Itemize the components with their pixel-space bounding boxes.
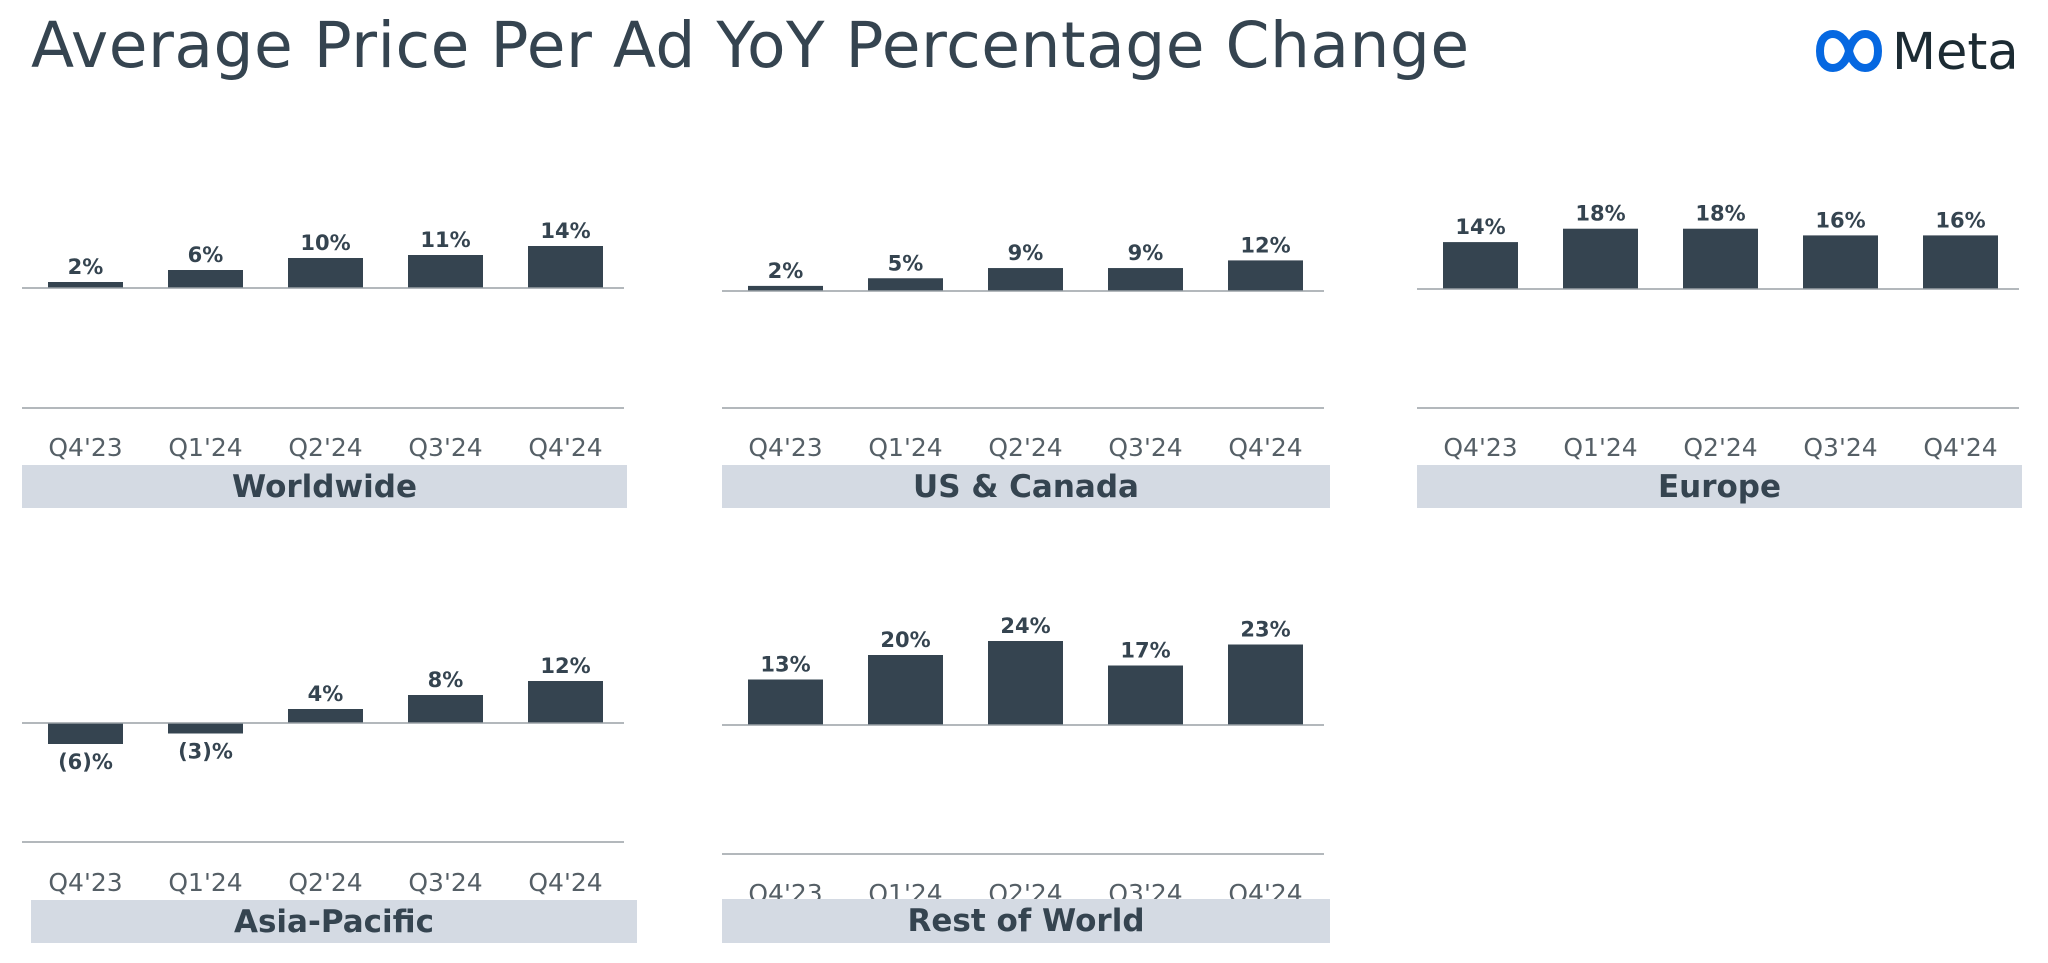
data-label: 9%	[1128, 241, 1164, 265]
tick-label: Q4'23	[748, 433, 822, 462]
bar	[1108, 665, 1183, 725]
tick-label: Q3'24	[408, 868, 482, 897]
bar	[868, 655, 943, 725]
tick-label: Q1'24	[868, 433, 942, 462]
bar	[48, 723, 123, 744]
data-label: 12%	[1240, 233, 1290, 257]
data-label: 14%	[1455, 215, 1505, 239]
data-label: 5%	[888, 251, 924, 275]
bar	[1228, 644, 1303, 725]
region-label: Europe	[1658, 469, 1781, 505]
data-label: 2%	[68, 255, 104, 279]
chart-rest-of-world: 13%Q4'2320%Q1'2424%Q2'2417%Q3'2423%Q4'24…	[722, 614, 1330, 943]
tick-label: Q4'24	[1923, 433, 1997, 462]
bar	[168, 723, 243, 734]
data-label: (3)%	[178, 740, 233, 764]
bar	[168, 270, 243, 288]
data-label: 11%	[420, 228, 470, 252]
tick-label: Q3'24	[1108, 433, 1182, 462]
brand-logo: Meta	[1812, 23, 2019, 82]
tick-label: Q1'24	[1563, 433, 1637, 462]
data-label: 18%	[1575, 202, 1625, 226]
tick-label: Q1'24	[168, 868, 242, 897]
tick-label: Q3'24	[408, 433, 482, 462]
data-label: 14%	[540, 219, 590, 243]
tick-label: Q4'23	[48, 433, 122, 462]
bar	[288, 709, 363, 723]
data-label: 16%	[1935, 208, 1985, 232]
bar	[1683, 228, 1758, 289]
data-label: 8%	[428, 668, 464, 692]
data-label: 10%	[300, 231, 350, 255]
region-band	[722, 899, 1330, 943]
region-band	[22, 465, 627, 508]
meta-infinity-icon	[1816, 30, 1882, 72]
tick-label: Q4'24	[528, 433, 602, 462]
page-title: Average Price Per Ad YoY Percentage Chan…	[31, 9, 1470, 82]
chart-us-canada: 2% Q4'23 5% Q1'24 9% Q2'24 9% Q3'24 12% Q4'24 US &…	[722, 233, 1330, 508]
data-label: 4%	[308, 682, 344, 706]
bar	[528, 246, 603, 288]
bar	[408, 255, 483, 288]
data-label: 12%	[540, 654, 590, 678]
chart-europe: 14% Q4'23 18% Q1'24 18% Q2'24 16% Q3'24 16% Q4'24…	[1417, 202, 2022, 508]
tick-label: Q4'24	[528, 868, 602, 897]
tick-label: Q2'24	[988, 433, 1062, 462]
data-label: 18%	[1695, 202, 1745, 226]
bar	[1923, 235, 1998, 289]
data-label: 9%	[1008, 241, 1044, 265]
data-label: 20%	[880, 628, 930, 652]
chart-worldwide: 2% Q4'23 6% Q1'24 10% Q2'24 11% Q3'24 14% Q4'24 Wo…	[22, 219, 627, 508]
tick-label: Q1'24	[168, 433, 242, 462]
data-label: 6%	[188, 243, 224, 267]
region-band	[722, 465, 1330, 508]
region-label: Rest of World	[907, 903, 1144, 939]
data-label: 16%	[1815, 208, 1865, 232]
region-label: Worldwide	[232, 469, 417, 505]
tick-label: Q3'24	[1803, 433, 1877, 462]
data-label: 23%	[1240, 618, 1290, 642]
tick-label: Q2'24	[1683, 433, 1757, 462]
tick-label: Q4'23	[1443, 433, 1517, 462]
bar	[748, 285, 823, 291]
brand-name: Meta	[1892, 23, 2019, 82]
data-label: (6)%	[58, 750, 113, 774]
tick-label: Q4'23	[48, 868, 122, 897]
region-label: US & Canada	[913, 469, 1139, 505]
bar	[408, 695, 483, 723]
bar	[1563, 228, 1638, 289]
bar	[528, 681, 603, 723]
data-label: 13%	[760, 653, 810, 677]
data-label: 24%	[1000, 614, 1050, 638]
bar	[988, 641, 1063, 725]
tick-label: Q4'24	[1228, 433, 1302, 462]
bar	[1803, 235, 1878, 289]
bar	[1108, 268, 1183, 291]
bar	[1228, 260, 1303, 291]
tick-label: Q2'24	[288, 868, 362, 897]
bar	[988, 268, 1063, 291]
data-label: 17%	[1120, 639, 1170, 663]
region-band	[1417, 465, 2022, 508]
bar	[1443, 242, 1518, 289]
chart-asia-pacific: (6)% Q4'23 (3)% Q1'24 4% Q2'24 8% Q3'24 12% Q4'24…	[22, 654, 637, 943]
bar	[48, 282, 123, 288]
region-band	[31, 900, 637, 943]
region-label: Asia-Pacific	[234, 904, 434, 940]
data-label: 2%	[768, 259, 804, 283]
bar	[868, 278, 943, 291]
tick-label: Q2'24	[288, 433, 362, 462]
bar	[748, 679, 823, 725]
bar	[288, 258, 363, 288]
